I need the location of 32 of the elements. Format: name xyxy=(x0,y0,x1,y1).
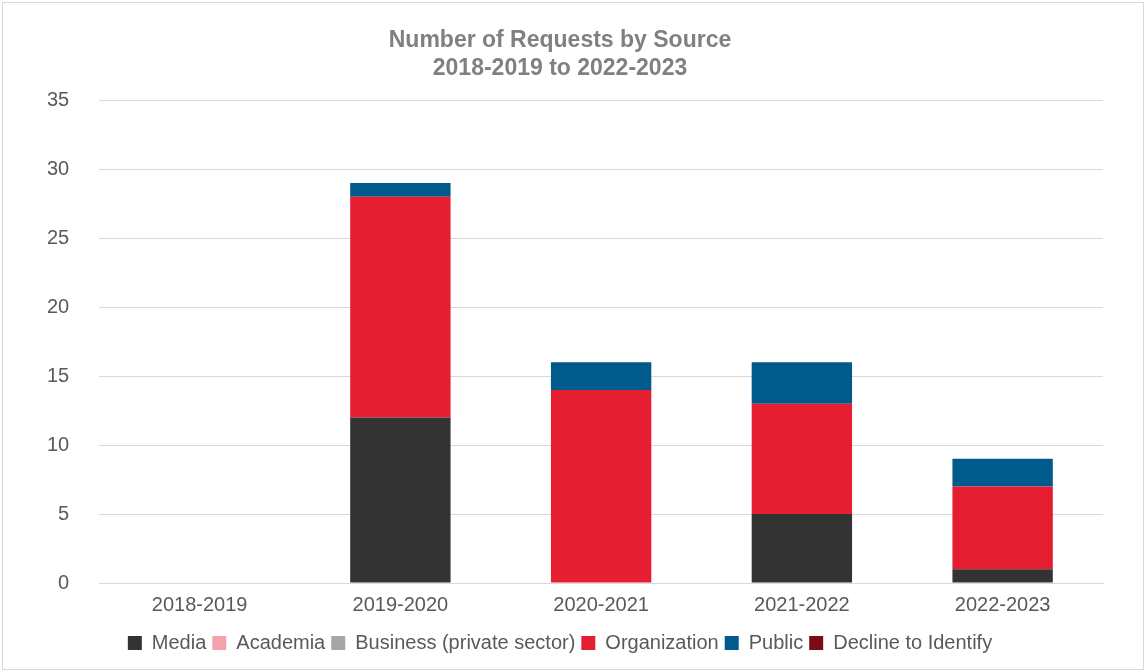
x-tick-label: 2018-2019 xyxy=(151,592,248,615)
y-tick-label: 35 xyxy=(47,87,70,110)
legend-label: Academia xyxy=(236,630,327,653)
bar xyxy=(751,514,853,583)
y-tick-label: 30 xyxy=(47,156,70,179)
bar xyxy=(952,486,1053,570)
legend-label: Decline to Identify xyxy=(833,630,993,653)
bar xyxy=(952,569,1053,583)
bar xyxy=(751,403,853,515)
x-tick-label: 2021-2022 xyxy=(754,592,850,615)
legend-label: Business (private sector) xyxy=(355,630,576,653)
bar xyxy=(751,362,853,404)
bar xyxy=(952,458,1053,487)
legend-label: Public xyxy=(748,630,804,653)
bar xyxy=(350,182,451,197)
x-tick-label: 2019-2020 xyxy=(352,592,449,615)
chart-subtitle: 2018-2019 to 2022-2023 xyxy=(432,53,688,80)
y-tick-label: 0 xyxy=(58,570,70,593)
legend-label: Media xyxy=(151,630,208,653)
y-tick-label: 15 xyxy=(47,363,70,386)
bar xyxy=(350,417,451,583)
y-tick-label: 25 xyxy=(47,225,70,248)
legend-label: Organization xyxy=(605,630,719,653)
bar xyxy=(550,389,652,583)
y-tick-label: 10 xyxy=(47,432,70,455)
x-tick-label: 2022-2023 xyxy=(954,592,1051,615)
chart-title: Number of Requests by Source xyxy=(388,26,732,53)
y-tick-label: 20 xyxy=(47,294,70,317)
y-tick-label: 5 xyxy=(58,501,70,524)
x-tick-label: 2020-2021 xyxy=(553,592,649,615)
bar xyxy=(350,196,451,418)
bar xyxy=(550,362,652,390)
